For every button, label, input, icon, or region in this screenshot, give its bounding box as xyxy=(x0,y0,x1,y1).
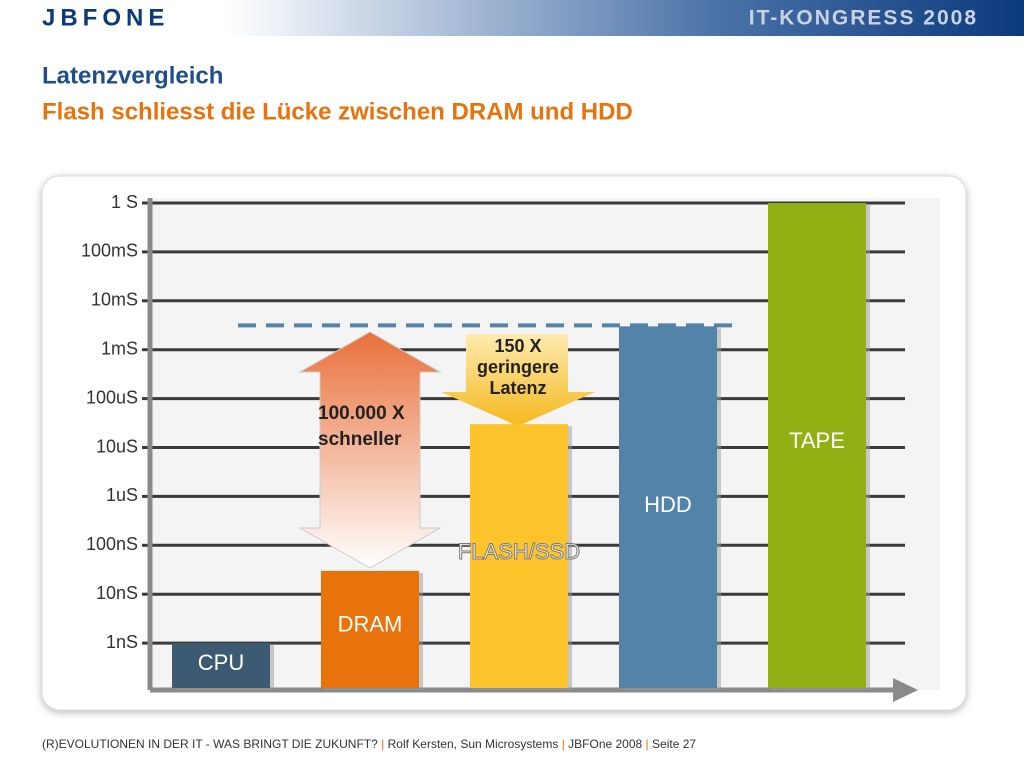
y-tick-label: 100uS xyxy=(86,387,138,407)
annotation: 100.000 X xyxy=(318,403,405,424)
down-arrow xyxy=(441,334,595,426)
annotation: 150 X xyxy=(494,336,541,356)
logo: JBFONE xyxy=(42,4,169,31)
y-tick-label: 1nS xyxy=(106,632,138,652)
subtitle: Flash schliesst die Lücke zwischen DRAM … xyxy=(42,98,633,125)
title: Latenzvergleich xyxy=(42,62,223,89)
bar-label: FLASH/SSD xyxy=(458,539,580,564)
y-tick-label: 1 S xyxy=(111,192,138,212)
y-tick-label: 10nS xyxy=(96,583,138,603)
y-tick-label: 1uS xyxy=(106,485,138,505)
chart: 1nS 10nS 100nS 1uS 10uS 100uS 1mS 10mS 100mS 1 S C… xyxy=(81,192,918,702)
footer-part: Seite 27 xyxy=(652,737,696,751)
footer-part: Rolf Kersten, Sun Microsystems xyxy=(388,737,559,751)
bar xyxy=(321,570,419,688)
bar xyxy=(470,424,568,688)
y-tick-label: 10mS xyxy=(91,290,138,310)
footer-part: JBFOne 2008 xyxy=(568,737,642,751)
annotation: Latenz xyxy=(489,378,546,398)
bar xyxy=(619,326,717,688)
bar-label: HDD xyxy=(644,492,692,517)
event-name: IT-KONGRESS 2008 xyxy=(749,7,978,30)
footer-separator: | xyxy=(646,737,649,751)
y-tick-label: 1mS xyxy=(101,338,138,358)
annotation: geringere xyxy=(477,357,559,377)
x-axis-arrow xyxy=(893,678,918,702)
bar xyxy=(172,643,270,688)
up-down-arrow xyxy=(298,331,442,569)
footer: (R)EVOLUTIONEN IN DER IT - WAS BRINGT DI… xyxy=(42,737,696,751)
y-tick-label: 10uS xyxy=(96,436,138,456)
bar-label: CPU xyxy=(198,650,244,675)
header-bar xyxy=(0,0,1024,36)
footer-separator: | xyxy=(381,737,384,751)
footer-separator: | xyxy=(562,737,565,751)
bar xyxy=(768,203,866,688)
y-tick-label: 100nS xyxy=(86,534,138,554)
bar-label: DRAM xyxy=(338,612,403,637)
footer-part: (R)EVOLUTIONEN IN DER IT - WAS BRINGT DI… xyxy=(42,737,378,751)
annotation: schneller xyxy=(318,429,402,450)
y-tick-label: 100mS xyxy=(81,241,138,261)
bar-label: TAPE xyxy=(789,428,845,453)
